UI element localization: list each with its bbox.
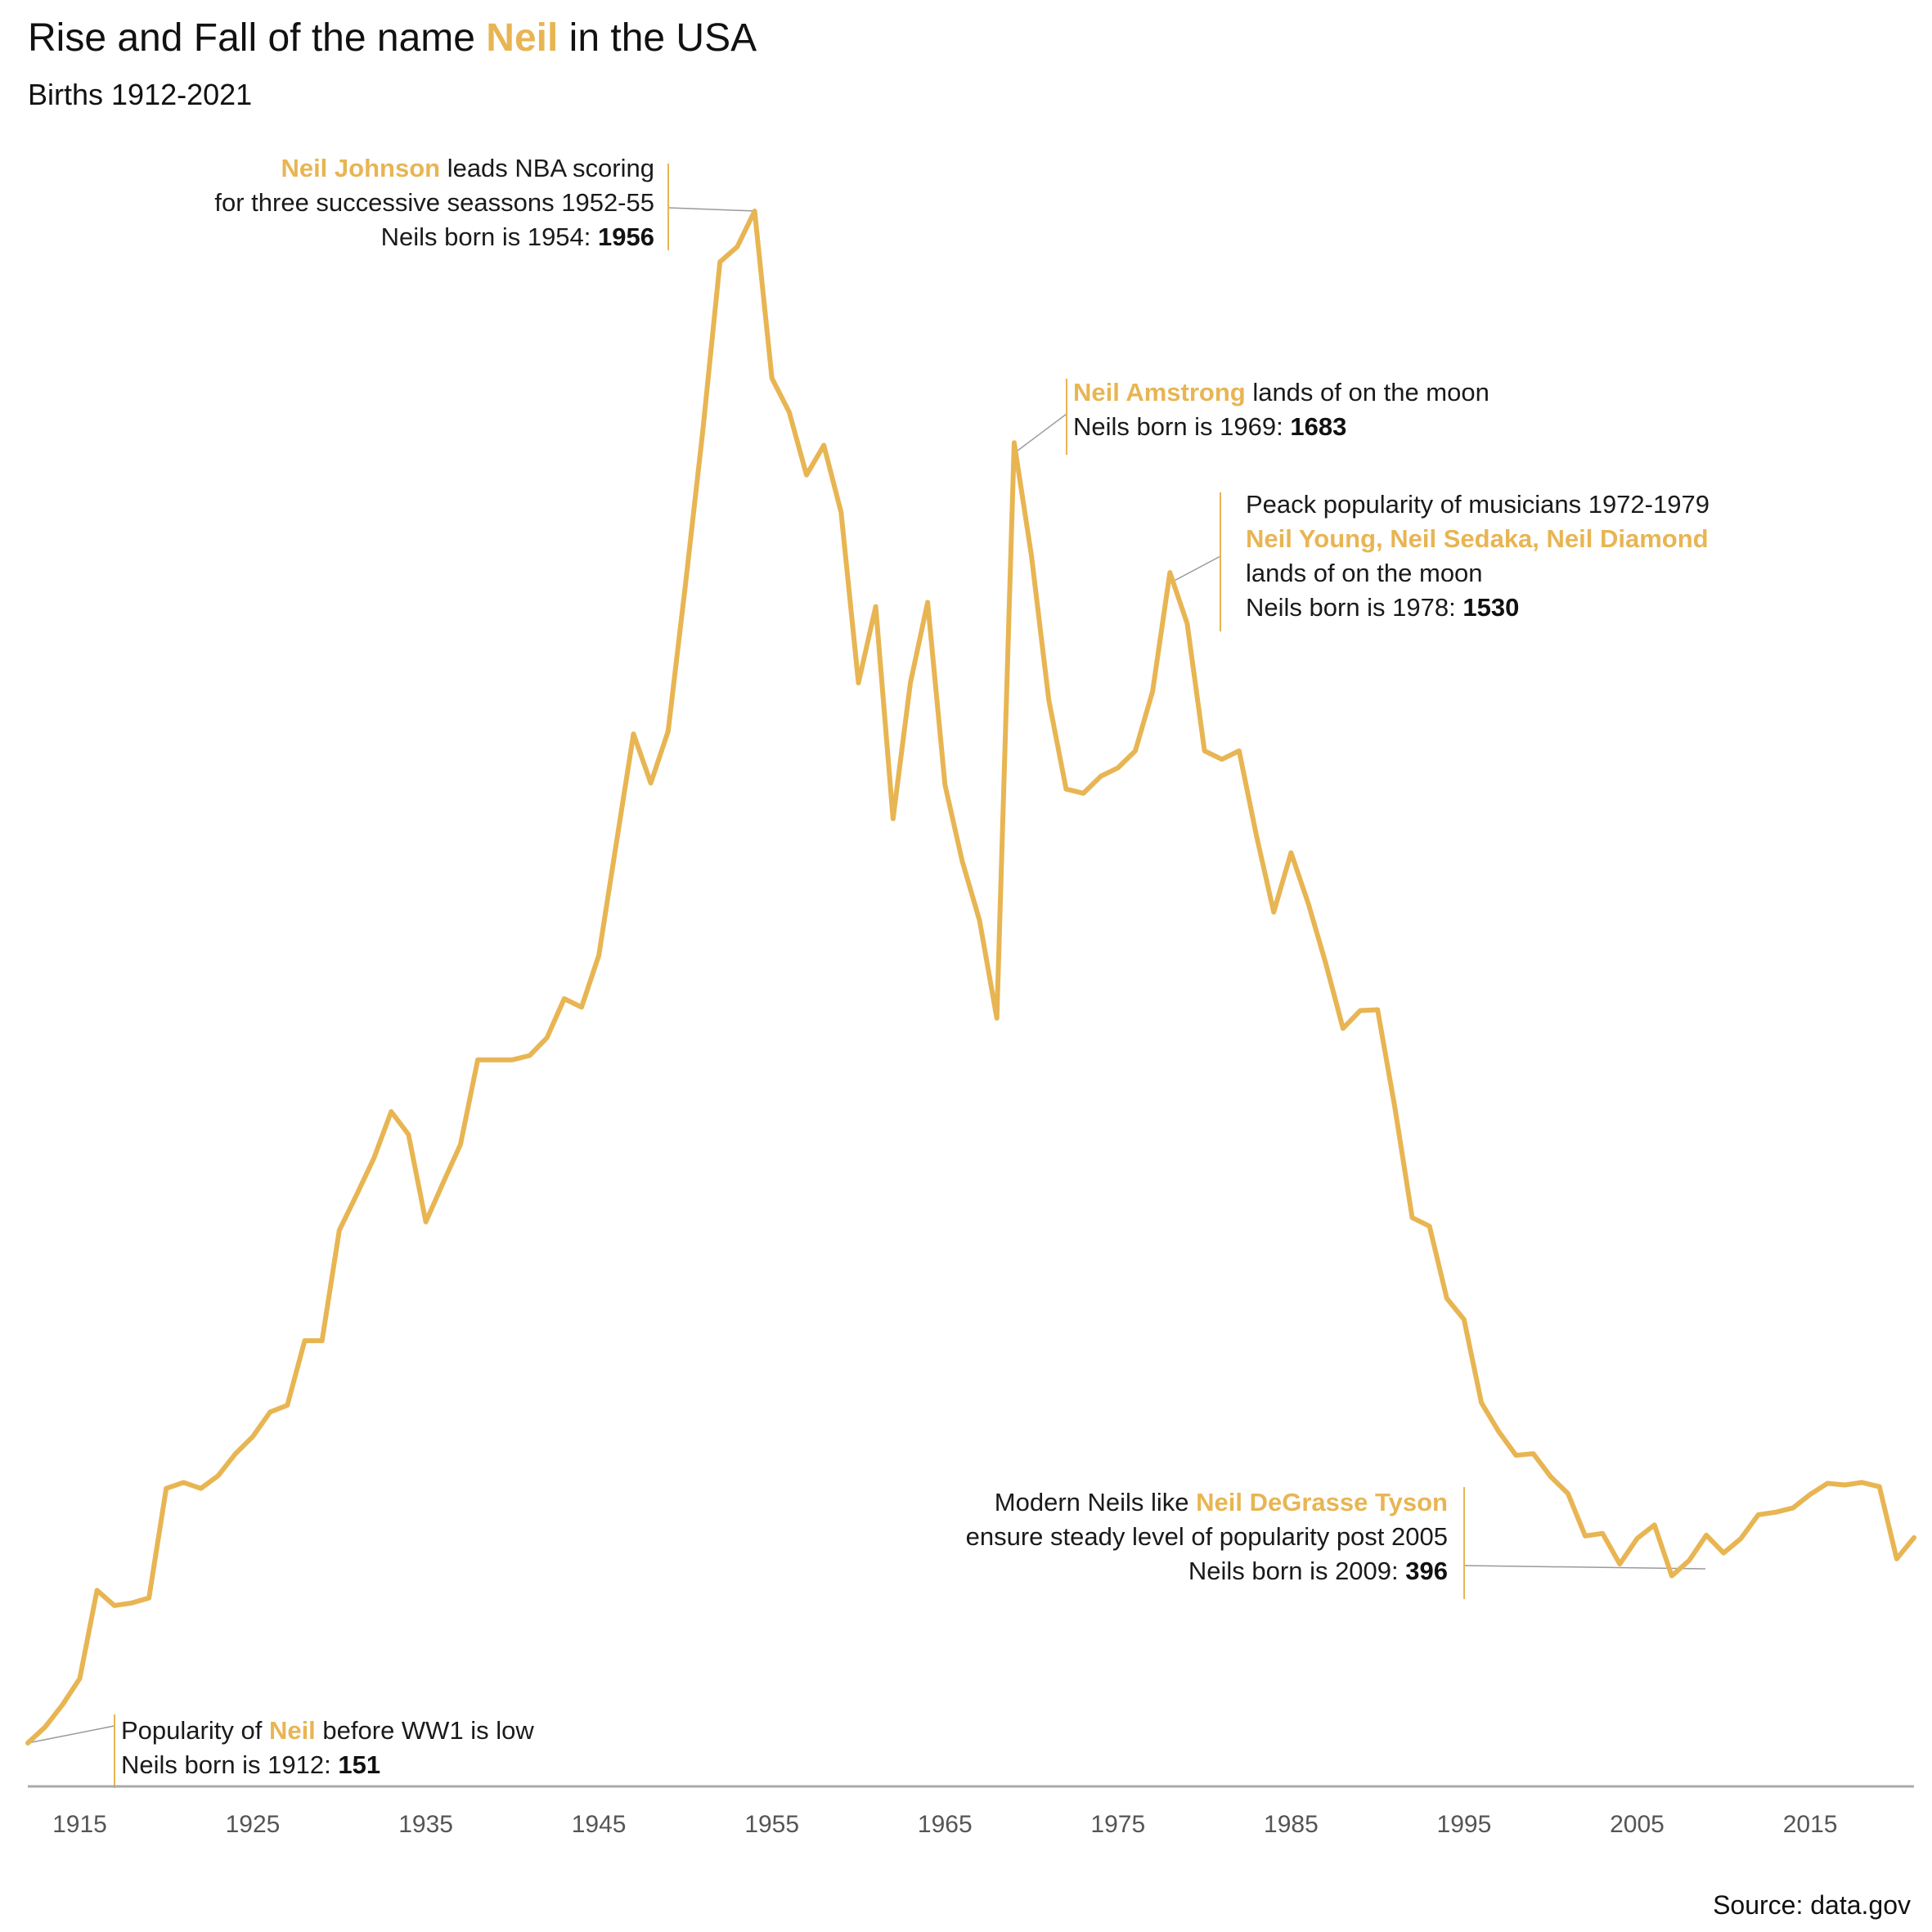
annotation-value: 1956 <box>598 222 654 251</box>
x-tick-label: 1955 <box>744 1811 799 1838</box>
annotation-leader-line <box>1463 1565 1706 1570</box>
annotation-leader-line <box>667 207 757 212</box>
annotation-leader-line <box>1167 555 1221 585</box>
annotation-line: Popularity of Neil before WW1 is low <box>121 1716 534 1745</box>
annotation-highlight: Neil Amstrong <box>1073 378 1246 407</box>
x-axis-ticks: 1915 1925 1935 1945 1955 1965 1975 1985 1995 2005… <box>52 1811 1837 1838</box>
annotation-line: Peack popularity of musicians 1972-1979 <box>1246 490 1710 519</box>
annotation-line: lands of on the moon <box>1246 559 1483 587</box>
annotation-line: ensure steady level of popularity post 2… <box>966 1522 1448 1551</box>
annotation-text: ensure steady level of popularity post 2… <box>966 1522 1448 1551</box>
annotation-armstrong: Neil Amstrong lands of on the moon Neils … <box>1073 378 1489 441</box>
annotations: Popularity of Neil before WW1 is lowNeil… <box>121 154 1710 1779</box>
annotation-text: for three successive seassons 1952-55 <box>214 188 654 217</box>
x-tick-label: 1945 <box>572 1811 627 1838</box>
annotation-highlight: Neil Johnson <box>281 154 440 182</box>
annotation-text: Modern Neils like <box>995 1488 1196 1516</box>
annotation-line: Neil Amstrong lands of on the moon <box>1073 378 1489 407</box>
annotation-leader-line <box>1013 413 1067 454</box>
annotation-value: 1683 <box>1290 412 1346 441</box>
annotation-text: Neils born is 1969: <box>1073 412 1290 441</box>
x-tick-label: 1995 <box>1437 1811 1492 1838</box>
x-tick-label: 1965 <box>918 1811 973 1838</box>
chart-title: Rise and Fall of the name Neil in the US… <box>28 16 757 60</box>
annotation-text: Neils born is 1954: <box>381 222 598 251</box>
annotation-tyson: Modern Neils like Neil DeGrasse Tyson en… <box>966 1488 1448 1585</box>
annotation-musicians: Peack popularity of musicians 1972-1979 N… <box>1246 490 1710 622</box>
annotation-text: lands of on the moon <box>1246 378 1489 407</box>
annotation-value: 151 <box>338 1750 380 1779</box>
annotation-line: Neil Young, Neil Sedaka, Neil Diamond <box>1246 524 1709 553</box>
series-line-neil <box>25 209 1916 1746</box>
annotation-text: lands of on the moon <box>1246 559 1483 587</box>
annotation-text: before WW1 is low <box>316 1716 535 1745</box>
chart-title-suffix: in the USA <box>558 16 757 60</box>
x-tick-label: 1915 <box>52 1811 107 1838</box>
annotation-line: Neils born is 1912: 151 <box>121 1750 380 1779</box>
annotation-johnson: Neil Johnson leads NBA scoring for three … <box>214 154 654 251</box>
x-tick-label: 2015 <box>1783 1811 1838 1838</box>
annotation-leaders <box>27 207 1706 1744</box>
annotation-line: Neils born is 1969: 1683 <box>1073 412 1346 441</box>
annotation-text: leads NBA scoring <box>440 154 654 182</box>
annotation-line: Modern Neils like Neil DeGrasse Tyson <box>995 1488 1448 1516</box>
annotation-line: Neils born is 2009: 396 <box>1188 1557 1448 1585</box>
annotation-line: Neils born is 1954: 1956 <box>381 222 654 251</box>
annotation-text: Neils born is 1912: <box>121 1750 338 1779</box>
annotation-text: Popularity of <box>121 1716 269 1745</box>
x-tick-label: 1935 <box>398 1811 453 1838</box>
annotation-value: 396 <box>1405 1557 1448 1585</box>
annotation-highlight: Neil DeGrasse Tyson <box>1196 1488 1448 1516</box>
annotation-bars <box>114 164 1465 1788</box>
annotation-value: 1530 <box>1462 593 1519 622</box>
chart-title-prefix: Rise and Fall of the name <box>28 16 486 60</box>
x-tick-label: 1925 <box>226 1811 281 1838</box>
x-tick-label: 1985 <box>1264 1811 1319 1838</box>
annotation-ww1: Popularity of Neil before WW1 is lowNeil… <box>121 1716 534 1779</box>
annotation-text: Neils born is 1978: <box>1246 593 1462 622</box>
annotation-leader-line <box>27 1725 115 1744</box>
x-tick-label: 2005 <box>1610 1811 1665 1838</box>
annotation-highlight: Neil Young, Neil Sedaka, Neil Diamond <box>1246 524 1709 553</box>
chart-title-highlight: Neil <box>486 16 558 60</box>
x-tick-label: 1975 <box>1090 1811 1145 1838</box>
annotation-line: Neils born is 1978: 1530 <box>1246 593 1519 622</box>
source-note: Source: data.gov <box>1713 1890 1911 1920</box>
annotation-line: for three successive seassons 1952-55 <box>214 188 654 217</box>
annotation-text: Neils born is 2009: <box>1188 1557 1405 1585</box>
chart-subtitle: Births 1912-2021 <box>28 78 252 111</box>
annotation-highlight: Neil <box>269 1716 316 1745</box>
annotation-line: Neil Johnson leads NBA scoring <box>281 154 654 182</box>
annotation-text: Peack popularity of musicians 1972-1979 <box>1246 490 1710 519</box>
